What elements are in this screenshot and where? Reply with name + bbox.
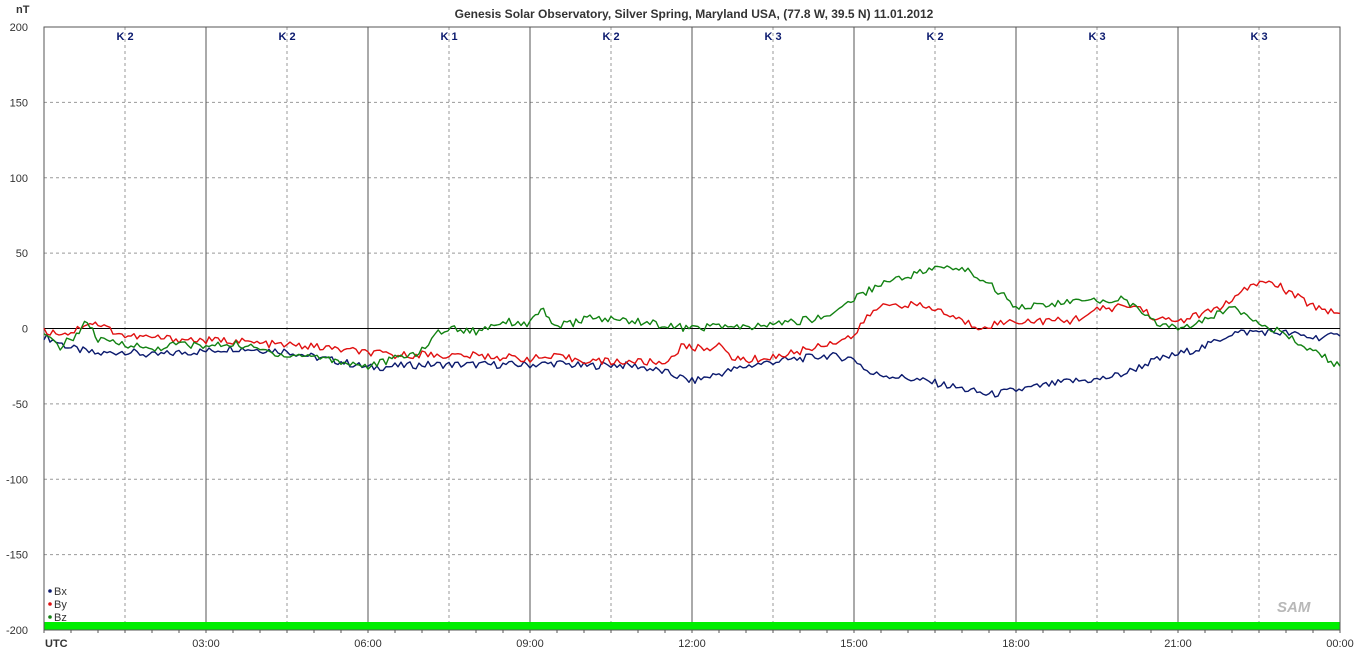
x-tick-label: 18:00 (1002, 638, 1030, 650)
legend-label-by: By (54, 599, 67, 611)
x-tick-label: 21:00 (1164, 638, 1192, 650)
k-index-label: K 3 (1250, 31, 1267, 43)
y-tick-label: 200 (10, 22, 28, 34)
k-index-label: K 3 (764, 31, 781, 43)
y-tick-label: -50 (12, 399, 28, 411)
y-tick-label: 0 (22, 324, 28, 336)
k-index-label: K 2 (278, 31, 295, 43)
y-tick-label: 150 (10, 97, 28, 109)
x-tick-label: 00:00 (1326, 638, 1354, 650)
k-index-labels: K 2 K 2 K 1 K 2 K 3 K 2 K 3 K 3 (116, 31, 1267, 43)
series-line-by (43, 280, 1341, 366)
y-tick-label: -200 (6, 625, 28, 637)
axes: 200 150 100 50 0 -50 -100 -150 -200 03:00 06:00 09:… (6, 22, 1354, 650)
hour-band (44, 622, 1340, 630)
x-tick-label: 15:00 (840, 638, 868, 650)
y-tick-label: -100 (6, 474, 28, 486)
chart-title: Genesis Solar Observatory, Silver Spring… (455, 7, 934, 21)
legend-label-bz: Bz (54, 612, 67, 624)
series-line-bz (43, 265, 1341, 370)
series-line-bx (43, 328, 1341, 398)
legend-marker-bx (48, 589, 52, 593)
sam-logo: SAM (1277, 599, 1311, 616)
series-lines (43, 265, 1341, 398)
k-index-label: K 2 (602, 31, 619, 43)
x-axis-label: UTC (45, 638, 68, 650)
x-tick-label: 09:00 (516, 638, 544, 650)
y-tick-label: 100 (10, 173, 28, 185)
legend-marker-bz (48, 615, 52, 619)
y-tick-label: -150 (6, 550, 28, 562)
k-index-label: K 2 (116, 31, 133, 43)
k-index-label: K 2 (926, 31, 943, 43)
x-tick-label: 06:00 (354, 638, 382, 650)
x-tick-label: 03:00 (192, 638, 220, 650)
x-tick-label: 12:00 (678, 638, 706, 650)
legend-marker-by (48, 602, 52, 606)
k-index-label: K 1 (440, 31, 457, 43)
k-index-label: K 3 (1088, 31, 1105, 43)
legend-label-bx: Bx (54, 586, 67, 598)
y-axis-unit: nT (16, 4, 30, 16)
y-tick-label: 50 (16, 248, 28, 260)
